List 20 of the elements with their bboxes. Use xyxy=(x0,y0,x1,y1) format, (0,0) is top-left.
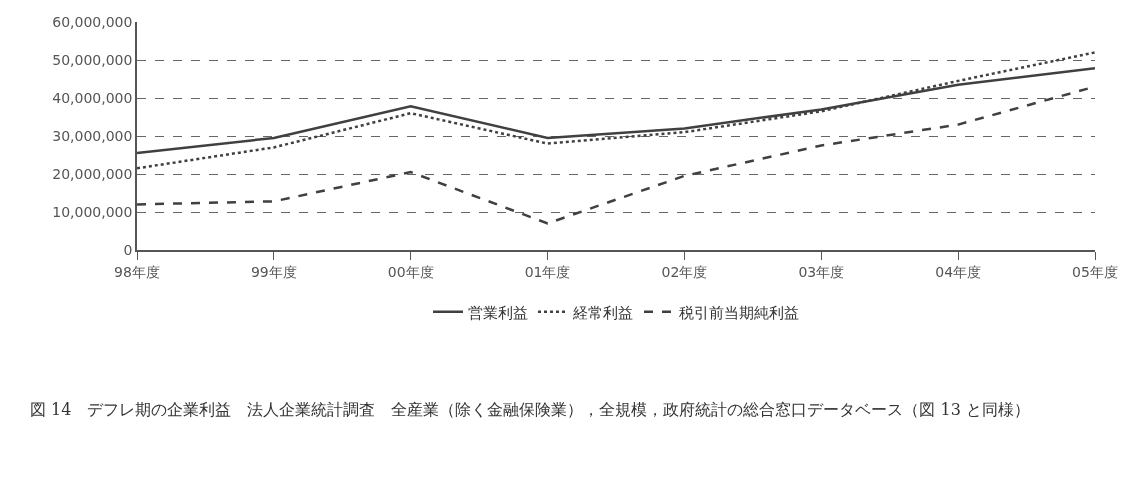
x-tick-label: 98年度 xyxy=(114,263,160,280)
y-tick-label: 20,000,000 xyxy=(52,165,133,182)
x-tick-label: 05年度 xyxy=(1072,263,1118,280)
caption: 図 14 デフレ期の企業利益 法人企業統計調査 全産業（除く金融保険業），全規模，政府統計の総合窓口データベース（図 13 と同様） xyxy=(30,399,1031,421)
x-tick-label: 01年度 xyxy=(524,263,571,280)
y-tick-label: 10,000,000 xyxy=(52,203,133,220)
legend-label: 経常利益 xyxy=(572,303,633,322)
legend-label: 営業利益 xyxy=(468,303,528,322)
x-tick-label: 02年度 xyxy=(661,263,708,280)
y-tick-label: 30,000,000 xyxy=(52,127,133,144)
y-tick-label: 0 xyxy=(123,241,133,258)
y-tick-label: 40,000,000 xyxy=(52,89,133,106)
x-tick-label: 03年度 xyxy=(798,263,845,280)
x-tick-label: 04年度 xyxy=(935,263,982,280)
y-tick-label: 50,000,000 xyxy=(52,51,133,68)
legend-label: 税引前当期純利益 xyxy=(679,303,799,322)
x-tick-label: 99年度 xyxy=(250,263,297,280)
line-series xyxy=(137,51,1095,170)
y-tick-label: 60,000,000 xyxy=(52,13,133,30)
x-tick-label: 00年度 xyxy=(387,263,434,280)
